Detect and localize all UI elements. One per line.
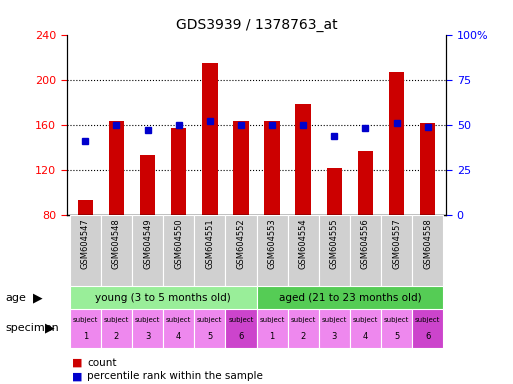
- Bar: [412, 215, 443, 286]
- Bar: [225, 309, 256, 348]
- Text: specimen: specimen: [5, 323, 59, 333]
- Text: GSM604550: GSM604550: [174, 218, 183, 268]
- Bar: [381, 215, 412, 286]
- Title: GDS3939 / 1378763_at: GDS3939 / 1378763_at: [175, 18, 338, 32]
- Text: age: age: [5, 293, 26, 303]
- Bar: [233, 121, 249, 215]
- Text: subject: subject: [135, 317, 160, 323]
- Bar: [358, 151, 373, 215]
- Text: subject: subject: [260, 317, 285, 323]
- Bar: [225, 215, 256, 286]
- Bar: [420, 122, 436, 215]
- Text: 2: 2: [301, 332, 306, 341]
- Bar: [264, 121, 280, 215]
- Text: young (3 to 5 months old): young (3 to 5 months old): [95, 293, 231, 303]
- Bar: [70, 215, 101, 286]
- Bar: [412, 309, 443, 348]
- Text: percentile rank within the sample: percentile rank within the sample: [87, 371, 263, 381]
- Bar: [381, 309, 412, 348]
- Bar: [194, 309, 225, 348]
- Text: 5: 5: [394, 332, 399, 341]
- Bar: [256, 309, 288, 348]
- Text: ■: ■: [72, 371, 82, 381]
- Text: GSM604551: GSM604551: [205, 218, 214, 268]
- Bar: [77, 200, 93, 215]
- Bar: [319, 309, 350, 348]
- Text: 3: 3: [331, 332, 337, 341]
- Text: GSM604557: GSM604557: [392, 218, 401, 269]
- Text: subject: subject: [384, 317, 409, 323]
- Text: 3: 3: [145, 332, 150, 341]
- Text: GSM604556: GSM604556: [361, 218, 370, 269]
- Bar: [256, 215, 288, 286]
- Bar: [70, 309, 101, 348]
- Bar: [194, 215, 225, 286]
- Text: GSM604554: GSM604554: [299, 218, 308, 268]
- Bar: [109, 121, 124, 215]
- Text: count: count: [87, 358, 117, 368]
- Bar: [202, 63, 218, 215]
- Bar: [132, 309, 163, 348]
- Bar: [350, 215, 381, 286]
- Bar: [132, 215, 163, 286]
- Text: subject: subject: [228, 317, 253, 323]
- Text: 5: 5: [207, 332, 212, 341]
- Bar: [140, 155, 155, 215]
- Text: GSM604552: GSM604552: [236, 218, 245, 268]
- Text: GSM604547: GSM604547: [81, 218, 90, 269]
- Bar: [295, 104, 311, 215]
- Bar: [70, 286, 256, 309]
- Text: aged (21 to 23 months old): aged (21 to 23 months old): [279, 293, 421, 303]
- Text: subject: subject: [73, 317, 98, 323]
- Text: subject: subject: [415, 317, 440, 323]
- Bar: [163, 309, 194, 348]
- Bar: [101, 309, 132, 348]
- Bar: [288, 215, 319, 286]
- Bar: [326, 168, 342, 215]
- Text: ▶: ▶: [33, 291, 43, 304]
- Bar: [350, 309, 381, 348]
- Bar: [163, 215, 194, 286]
- Bar: [319, 215, 350, 286]
- Text: GSM604555: GSM604555: [330, 218, 339, 268]
- Text: subject: subject: [322, 317, 347, 323]
- Text: 6: 6: [238, 332, 244, 341]
- Text: 4: 4: [176, 332, 181, 341]
- Text: ▶: ▶: [45, 322, 55, 335]
- Bar: [101, 215, 132, 286]
- Text: ■: ■: [72, 358, 82, 368]
- Bar: [389, 72, 404, 215]
- Text: 1: 1: [269, 332, 274, 341]
- Text: GSM604548: GSM604548: [112, 218, 121, 269]
- Text: 1: 1: [83, 332, 88, 341]
- Bar: [288, 309, 319, 348]
- Text: GSM604553: GSM604553: [268, 218, 277, 269]
- Text: 4: 4: [363, 332, 368, 341]
- Bar: [171, 128, 187, 215]
- Text: subject: subject: [197, 317, 223, 323]
- Text: subject: subject: [353, 317, 378, 323]
- Text: 6: 6: [425, 332, 430, 341]
- Text: GSM604549: GSM604549: [143, 218, 152, 268]
- Text: subject: subject: [166, 317, 191, 323]
- Bar: [256, 286, 443, 309]
- Text: GSM604558: GSM604558: [423, 218, 432, 269]
- Text: subject: subject: [290, 317, 316, 323]
- Text: subject: subject: [104, 317, 129, 323]
- Text: 2: 2: [114, 332, 119, 341]
